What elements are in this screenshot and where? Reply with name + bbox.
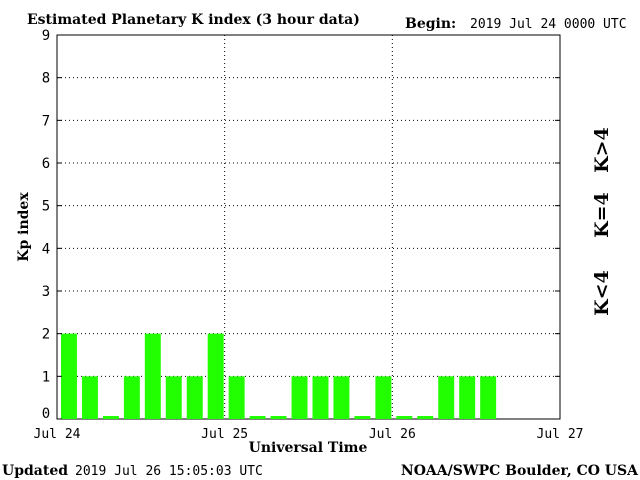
x-tick-label: Jul 24 xyxy=(34,427,81,442)
kp-bar xyxy=(480,376,497,419)
y-tick-label: 7 xyxy=(42,113,50,129)
x-tick-label: Jul 25 xyxy=(201,427,248,442)
kp-bar xyxy=(333,376,350,419)
y-tick-label: 6 xyxy=(42,156,50,172)
y-tick-label: 8 xyxy=(42,71,50,87)
begin-value: 2019 Jul 24 0000 UTC xyxy=(470,17,627,32)
kp-bar xyxy=(144,333,161,419)
kp-bar xyxy=(417,416,434,419)
kp-bar xyxy=(270,416,287,419)
kp-bar xyxy=(312,376,329,419)
kp-bar xyxy=(438,376,455,419)
kp-bar xyxy=(165,376,182,419)
updated-timestamp: 2019 Jul 26 15:05:03 UTC xyxy=(75,464,263,479)
kp-bar xyxy=(375,376,392,419)
begin-label: Begin: xyxy=(405,16,456,32)
x-tick-label: Jul 26 xyxy=(369,427,416,442)
y-tick-label: 5 xyxy=(42,199,50,215)
kp-bar xyxy=(207,333,224,419)
chart-title: Estimated Planetary K index (3 hour data… xyxy=(27,12,360,28)
kp-bars xyxy=(61,333,497,419)
legend-low: K<4 xyxy=(591,270,613,316)
kp-bar xyxy=(123,376,140,419)
updated-label: Updated xyxy=(2,463,68,479)
legend-equal: K=4 xyxy=(591,192,613,238)
source-credit: NOAA/SWPC Boulder, CO USA xyxy=(401,463,639,479)
kp-bar xyxy=(396,416,413,419)
y-tick-labels: 0 1 2 3 4 5 6 7 8 9 xyxy=(42,28,560,422)
y-tick-label: 1 xyxy=(42,369,50,385)
y-tick-label: 4 xyxy=(42,241,50,257)
grid-lines xyxy=(57,34,560,419)
x-tick-label: Jul 27 xyxy=(537,427,584,442)
kp-bar xyxy=(228,376,245,419)
kp-bar xyxy=(459,376,476,419)
y-tick-label: 2 xyxy=(42,327,50,343)
kp-bar xyxy=(186,376,203,419)
kp-bar xyxy=(249,416,266,419)
legend-high: K>4 xyxy=(591,127,613,173)
y-tick-label: 9 xyxy=(42,28,50,44)
kp-bar xyxy=(81,376,98,419)
x-axis-label: Universal Time xyxy=(249,440,368,456)
kp-bar xyxy=(102,416,119,419)
y-tick-label: 0 xyxy=(42,406,50,422)
plot-frame xyxy=(56,34,561,420)
kp-bar xyxy=(354,416,371,419)
kp-bar xyxy=(291,376,308,419)
x-tick-labels: Jul 24 Jul 25 Jul 26 Jul 27 xyxy=(34,427,584,442)
kp-bar xyxy=(61,333,77,419)
y-tick-label: 3 xyxy=(42,284,50,300)
y-axis-label: Kp index xyxy=(16,192,32,262)
